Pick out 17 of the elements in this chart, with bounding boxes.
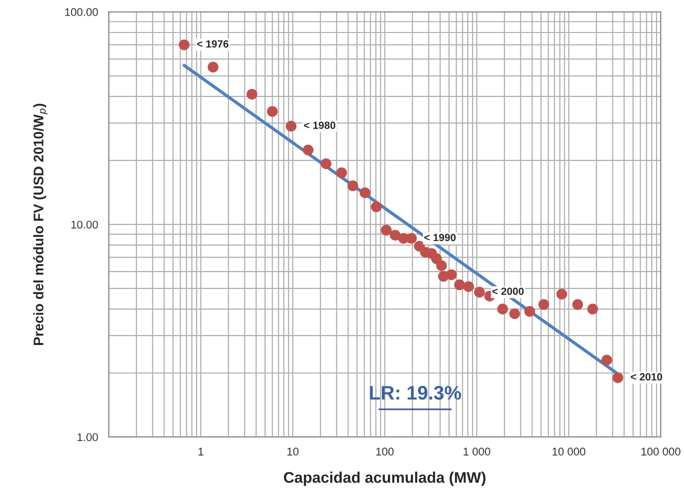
y-tick-label: 10.00 (71, 220, 98, 229)
y-tick-label: 100.00 (65, 8, 98, 16)
x-tick-label: 100 (376, 448, 394, 456)
y-axis-title: Precio del módulo FV (USD 2010/W$_{p}$) (33, 104, 48, 345)
x-tick-label: 1 000 (464, 448, 490, 456)
annotation: < 2000 (492, 288, 524, 295)
annotation: < 1976 (197, 40, 228, 48)
x-tick-label: 100 000 (642, 448, 680, 456)
x-axis-title: Capacidad acumulada (MW) (284, 472, 486, 486)
annotation: < 2010 (630, 373, 662, 381)
annotation: < 1980 (304, 122, 336, 129)
y-tick-label: 1.00 (78, 433, 98, 442)
x-tick-label: 1 (198, 448, 204, 456)
x-tick-label: 10 000 (552, 448, 586, 456)
x-tick-label: 10 (287, 448, 298, 456)
annotation: < 1990 (424, 234, 456, 242)
annotation: LR: 19.3% (370, 386, 462, 400)
